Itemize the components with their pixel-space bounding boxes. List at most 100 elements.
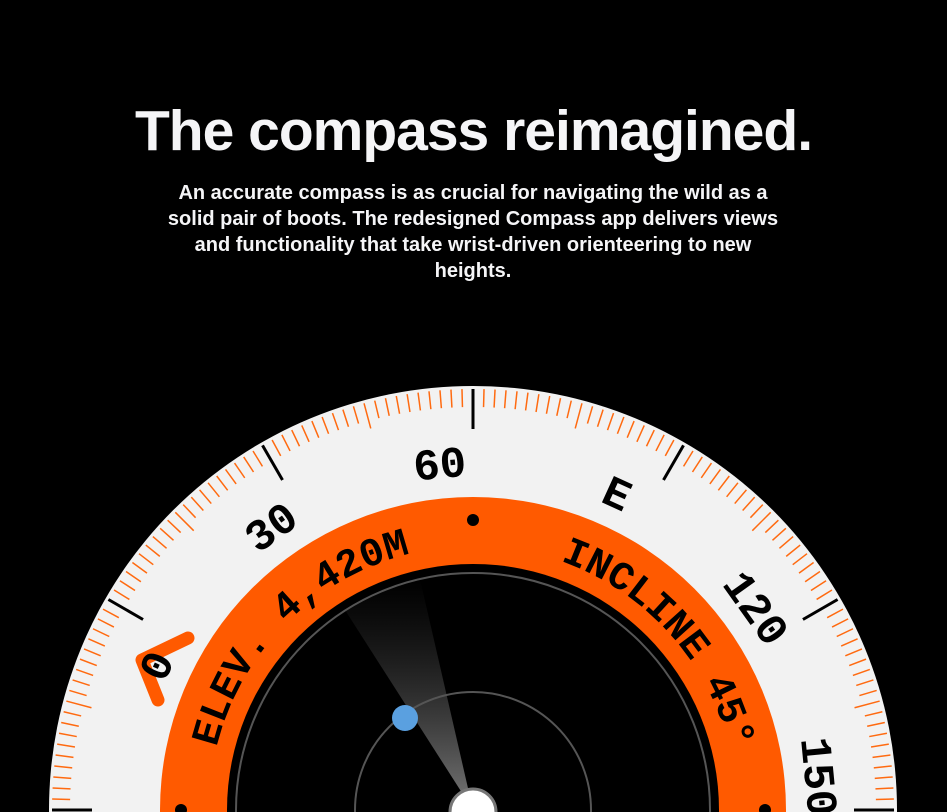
tick — [174, 511, 195, 532]
tick — [869, 732, 888, 738]
tick — [875, 787, 894, 790]
tick — [742, 496, 756, 512]
tick — [79, 658, 98, 667]
tick — [785, 544, 801, 557]
tick — [545, 395, 551, 414]
tick — [616, 416, 625, 435]
tick — [190, 496, 204, 512]
tick — [852, 668, 871, 677]
tick — [207, 482, 220, 498]
tick — [58, 732, 77, 738]
tick — [331, 412, 340, 431]
heading-beam — [345, 579, 473, 810]
tick — [836, 628, 854, 638]
ring-line — [235, 572, 711, 812]
tick — [856, 679, 874, 687]
tick — [859, 689, 877, 697]
tick — [243, 456, 255, 473]
tick — [83, 648, 101, 657]
tick — [199, 489, 212, 505]
tick — [107, 598, 144, 621]
tick — [535, 394, 540, 413]
tick — [97, 618, 115, 628]
waypoint-chevron — [135, 631, 195, 707]
tick — [159, 527, 175, 541]
tick — [574, 403, 583, 429]
tick — [428, 391, 432, 410]
ring-dot — [175, 804, 187, 812]
tick — [75, 668, 94, 677]
description: An accurate compass is as crucial for na… — [167, 182, 779, 282]
tick — [826, 608, 844, 619]
tick — [55, 754, 74, 759]
ring-dot — [467, 514, 479, 526]
tick — [503, 390, 507, 409]
face — [227, 564, 719, 812]
tick — [102, 608, 120, 619]
tick — [321, 416, 330, 435]
tick — [566, 400, 573, 419]
tick — [406, 394, 411, 413]
tick — [52, 787, 71, 790]
tick — [131, 561, 148, 574]
tick — [271, 439, 282, 457]
tick — [662, 444, 685, 481]
tick — [717, 475, 730, 491]
tick — [700, 462, 713, 479]
tick — [216, 475, 229, 491]
tick — [556, 398, 562, 416]
tick — [167, 519, 182, 534]
tick — [182, 504, 197, 519]
page-title: The compass reimagined. — [134, 99, 813, 163]
tick — [384, 398, 390, 416]
waypoint-dot — [392, 705, 418, 731]
ring-dot — [759, 804, 771, 812]
tick — [867, 721, 885, 727]
tick — [57, 743, 76, 748]
tick — [54, 765, 73, 769]
tick — [655, 434, 665, 452]
tick — [831, 618, 849, 628]
tick — [152, 536, 168, 549]
tick — [709, 468, 722, 485]
tick — [88, 638, 106, 647]
tick — [845, 648, 863, 657]
tick — [450, 389, 453, 408]
tick — [691, 456, 703, 473]
tick — [395, 395, 401, 414]
tick — [119, 580, 136, 592]
ring-line — [354, 691, 592, 812]
tick — [751, 511, 772, 532]
tick — [854, 700, 880, 709]
tick — [125, 570, 142, 583]
tick — [53, 776, 72, 780]
tick — [113, 589, 130, 601]
tick — [778, 536, 794, 549]
tick — [749, 504, 764, 519]
tick — [224, 468, 237, 485]
tick — [514, 391, 518, 410]
tick — [792, 553, 808, 566]
tick — [252, 450, 264, 467]
tick — [439, 390, 443, 409]
tick — [586, 406, 594, 424]
tick — [682, 450, 694, 467]
tick — [493, 389, 496, 408]
tick — [870, 743, 889, 748]
tick — [840, 638, 858, 647]
tick — [636, 425, 645, 443]
tick — [606, 412, 615, 431]
tick — [804, 570, 821, 583]
tick-ring — [52, 389, 894, 812]
tick — [802, 598, 839, 621]
tick — [848, 658, 867, 667]
tick — [352, 406, 360, 424]
tick — [810, 580, 827, 592]
tick — [342, 409, 350, 427]
tick — [291, 429, 301, 447]
tick — [873, 765, 892, 769]
tick — [63, 710, 82, 717]
dial-label: 60 — [411, 440, 468, 495]
